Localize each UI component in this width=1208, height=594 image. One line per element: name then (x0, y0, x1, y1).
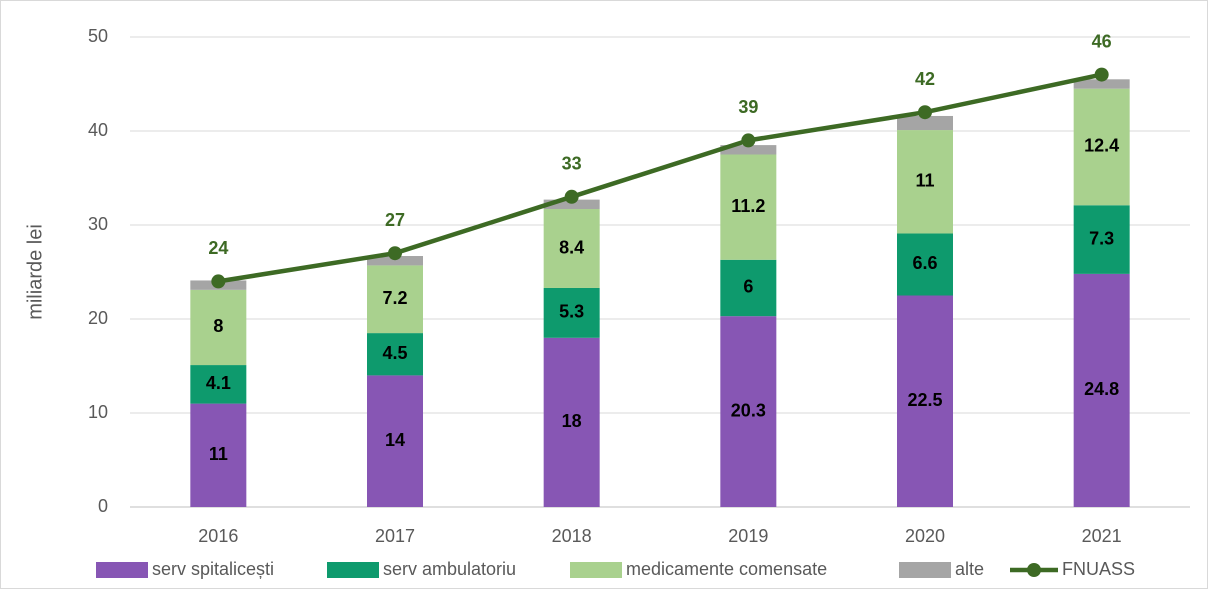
legend-swatch (570, 562, 622, 578)
bar-segment (543, 209, 600, 288)
bar-segment (720, 259, 777, 317)
legend-swatch (96, 562, 148, 578)
x-tick-label: 2021 (1082, 526, 1122, 546)
x-tick-label: 2019 (728, 526, 768, 546)
legend-label: serv spitalicești (152, 559, 274, 579)
x-tick-label: 2017 (375, 526, 415, 546)
legend-swatch (899, 562, 951, 578)
bar-segment (190, 365, 247, 404)
data-label: 7.2 (382, 288, 407, 308)
data-label: 11.2 (731, 196, 765, 216)
bar-segment (720, 154, 777, 260)
bar-segment (897, 295, 953, 507)
y-tick-label: 10 (88, 402, 108, 422)
line-data-label: 46 (1092, 31, 1112, 51)
data-label: 11 (209, 444, 228, 464)
legend-marker (1027, 563, 1041, 577)
line-data-label: 27 (385, 210, 405, 230)
bar-segment (190, 403, 247, 507)
bar-segment (720, 145, 777, 155)
data-label: 20.3 (731, 400, 766, 420)
y-tick-label: 40 (88, 120, 108, 140)
data-label: 24.8 (1084, 379, 1119, 399)
data-label: 22.5 (907, 390, 942, 410)
bar-segment (897, 233, 953, 296)
y-axis-label: miliarde lei (24, 224, 46, 320)
line-marker (741, 133, 756, 148)
data-label: 8 (213, 316, 223, 336)
data-label: 11 (915, 171, 934, 191)
data-label: 18 (562, 411, 582, 431)
data-label: 6 (743, 277, 753, 297)
y-tick-label: 30 (88, 214, 108, 234)
x-tick-label: 2020 (905, 526, 945, 546)
line-marker (918, 105, 932, 120)
data-label: 6.6 (912, 253, 937, 273)
bar-segment (190, 289, 247, 366)
line-series (217, 72, 1103, 284)
line-data-label: 24 (208, 238, 228, 258)
line-marker (564, 189, 579, 204)
bar-segment (1073, 79, 1130, 89)
y-tick-label: 0 (98, 496, 108, 516)
x-tick-label: 2018 (552, 526, 592, 546)
legend-label: alte (955, 559, 984, 579)
bar-segment (367, 256, 423, 266)
line-marker (211, 274, 226, 289)
bar-segment (543, 199, 600, 210)
bar-segment (367, 333, 423, 376)
bar-segment (897, 115, 953, 131)
data-label: 5.3 (559, 302, 584, 322)
legend-swatch (327, 562, 379, 578)
line-marker (1094, 67, 1109, 82)
y-tick-label: 50 (88, 26, 108, 46)
bar-segment (1073, 88, 1130, 206)
bar-segment (367, 375, 423, 507)
data-label: 4.5 (382, 343, 407, 363)
line-data-label: 33 (562, 154, 582, 174)
data-label: 12.4 (1084, 136, 1119, 156)
bar-segment (897, 130, 953, 234)
data-label: 14 (385, 430, 405, 450)
line-data-label: 42 (915, 69, 935, 89)
legend-label: serv ambulatoriu (383, 559, 516, 579)
x-tick-label: 2016 (198, 526, 238, 546)
data-label: 8.4 (559, 237, 584, 257)
bar-segment (367, 265, 423, 334)
y-tick-label: 20 (88, 308, 108, 328)
bar-segment (1073, 205, 1130, 274)
bar-segment (1073, 273, 1130, 507)
bar-segment (720, 316, 777, 507)
legend-label: medicamente comensate (626, 559, 827, 579)
legend-label: FNUASS (1062, 559, 1135, 579)
bar-segment (543, 337, 600, 507)
data-label: 4.1 (206, 373, 231, 393)
data-label: 7.3 (1089, 228, 1114, 248)
line-data-label: 39 (738, 97, 758, 117)
bar-segment (543, 287, 600, 338)
line-marker (388, 246, 402, 261)
